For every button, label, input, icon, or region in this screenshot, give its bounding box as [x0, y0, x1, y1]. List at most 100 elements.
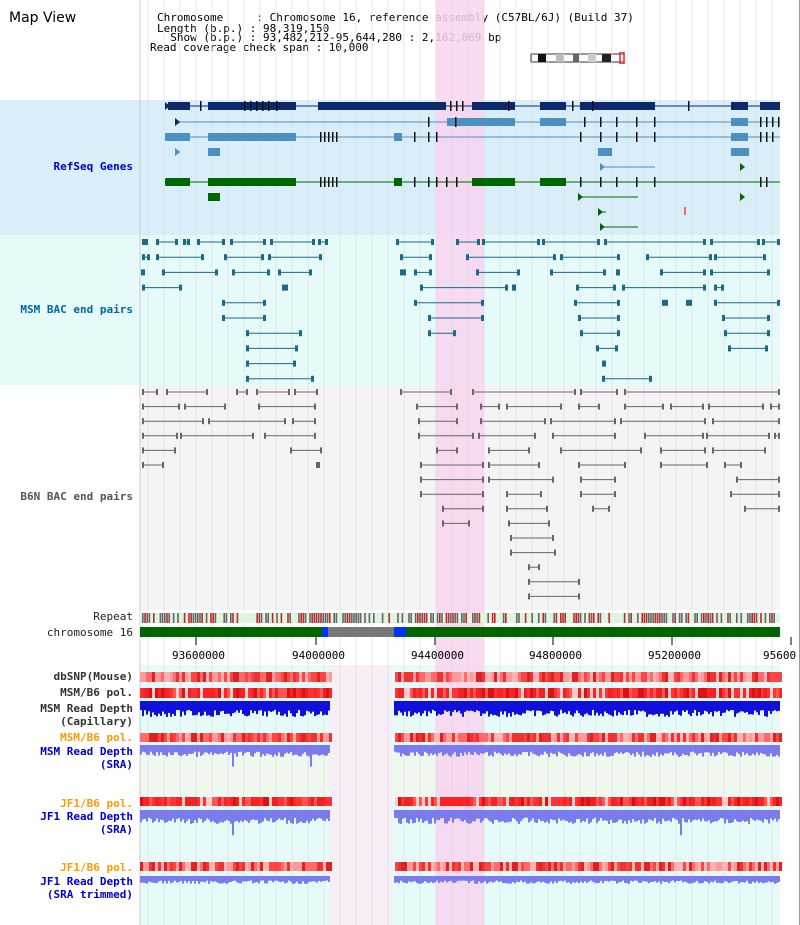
pol-cell — [545, 733, 548, 742]
depth-bar — [470, 701, 472, 711]
pol-cell — [266, 688, 269, 698]
pol-cell — [245, 862, 248, 871]
pol-cell — [194, 862, 197, 871]
depth-bar — [504, 810, 506, 823]
depth-bar — [512, 701, 514, 713]
depth-bar — [770, 876, 772, 883]
depth-bar — [404, 810, 406, 818]
depth-bar — [712, 701, 714, 717]
pol-cell — [674, 797, 677, 806]
pol-cell — [662, 862, 665, 871]
depth-bar — [484, 745, 486, 753]
depth-bar — [260, 810, 262, 823]
depth-bar — [160, 745, 162, 753]
depth-bar — [224, 876, 226, 883]
pol-cell — [539, 733, 542, 742]
depth-bar — [700, 745, 702, 754]
depth-bar — [250, 810, 252, 821]
bac-end — [466, 254, 469, 261]
bac-end — [418, 418, 420, 425]
depth-bar — [744, 876, 746, 883]
repeat-element — [456, 613, 459, 623]
depth-bar — [616, 701, 618, 716]
depth-bar — [518, 701, 520, 715]
bac-end — [224, 403, 226, 410]
depth-bar — [742, 745, 744, 752]
bac-end — [528, 593, 530, 600]
depth-bar — [274, 810, 276, 823]
pol-cell — [524, 797, 527, 806]
pol-cell — [299, 862, 302, 871]
depth-bar — [196, 876, 198, 881]
depth-bar — [520, 745, 522, 755]
page-title: Map View — [9, 10, 77, 26]
depth-bar — [432, 810, 434, 818]
depth-bar — [450, 701, 452, 716]
pol-cell — [440, 733, 443, 742]
depth-bar — [416, 876, 418, 883]
depth-bar — [282, 876, 284, 882]
depth-bar — [588, 701, 590, 715]
snp-cell — [701, 672, 704, 682]
bac-end — [730, 491, 732, 498]
gene-arrow — [165, 178, 170, 186]
depth-bar — [228, 745, 230, 756]
pol-cell — [293, 688, 296, 698]
pol-cell — [746, 797, 749, 806]
depth-bar — [152, 745, 154, 755]
pol-cell — [548, 797, 551, 806]
depth-bar — [664, 701, 666, 717]
bac-end — [236, 389, 238, 395]
pol-cell — [245, 797, 248, 806]
repeat-element — [478, 613, 481, 623]
chromosome-ideogram[interactable] — [528, 52, 628, 64]
bac-end — [482, 462, 484, 468]
depth-bar — [704, 810, 706, 822]
gene-arrow — [578, 193, 583, 201]
pol-cell — [449, 733, 452, 742]
depth-bar — [446, 745, 448, 754]
depth-bar — [516, 876, 518, 882]
depth-bar — [774, 701, 776, 711]
repeat-element — [716, 613, 718, 623]
depth-bar — [462, 876, 464, 881]
pol-cell — [443, 862, 446, 871]
bac-end — [540, 491, 542, 498]
depth-bar — [674, 701, 676, 712]
bac-end — [624, 403, 626, 410]
depth-bar — [666, 876, 668, 882]
depth-bar — [420, 876, 422, 884]
bac-end — [528, 564, 530, 571]
depth-bar — [466, 876, 468, 881]
depth-bar — [724, 745, 726, 753]
depth-bar — [300, 876, 302, 884]
bac-end — [311, 375, 314, 382]
repeat-element — [192, 613, 195, 623]
depth-bar — [774, 876, 776, 884]
bac-end — [765, 345, 768, 352]
depth-bar — [474, 876, 476, 884]
repeat-element — [289, 613, 291, 623]
snp-cell — [638, 672, 641, 682]
depth-bar — [236, 876, 238, 883]
repeat-element — [685, 613, 687, 623]
depth-bar — [312, 745, 314, 755]
bac-end — [704, 447, 706, 454]
snp-cell — [533, 672, 536, 682]
depth-bar — [210, 876, 212, 882]
repeat-element — [553, 613, 555, 623]
depth-bar — [638, 876, 640, 883]
pol-cell — [749, 862, 752, 871]
depth-bar — [238, 701, 240, 713]
depth-bar — [182, 810, 184, 820]
depth-bar — [456, 810, 458, 819]
pol-cell — [446, 797, 449, 806]
depth-bar — [778, 745, 780, 757]
pol-cell — [761, 733, 764, 742]
bac-end — [309, 269, 312, 276]
exon-tick — [320, 177, 322, 187]
depth-bar — [588, 745, 590, 757]
depth-bar — [160, 810, 162, 820]
snp-cell — [269, 672, 272, 682]
